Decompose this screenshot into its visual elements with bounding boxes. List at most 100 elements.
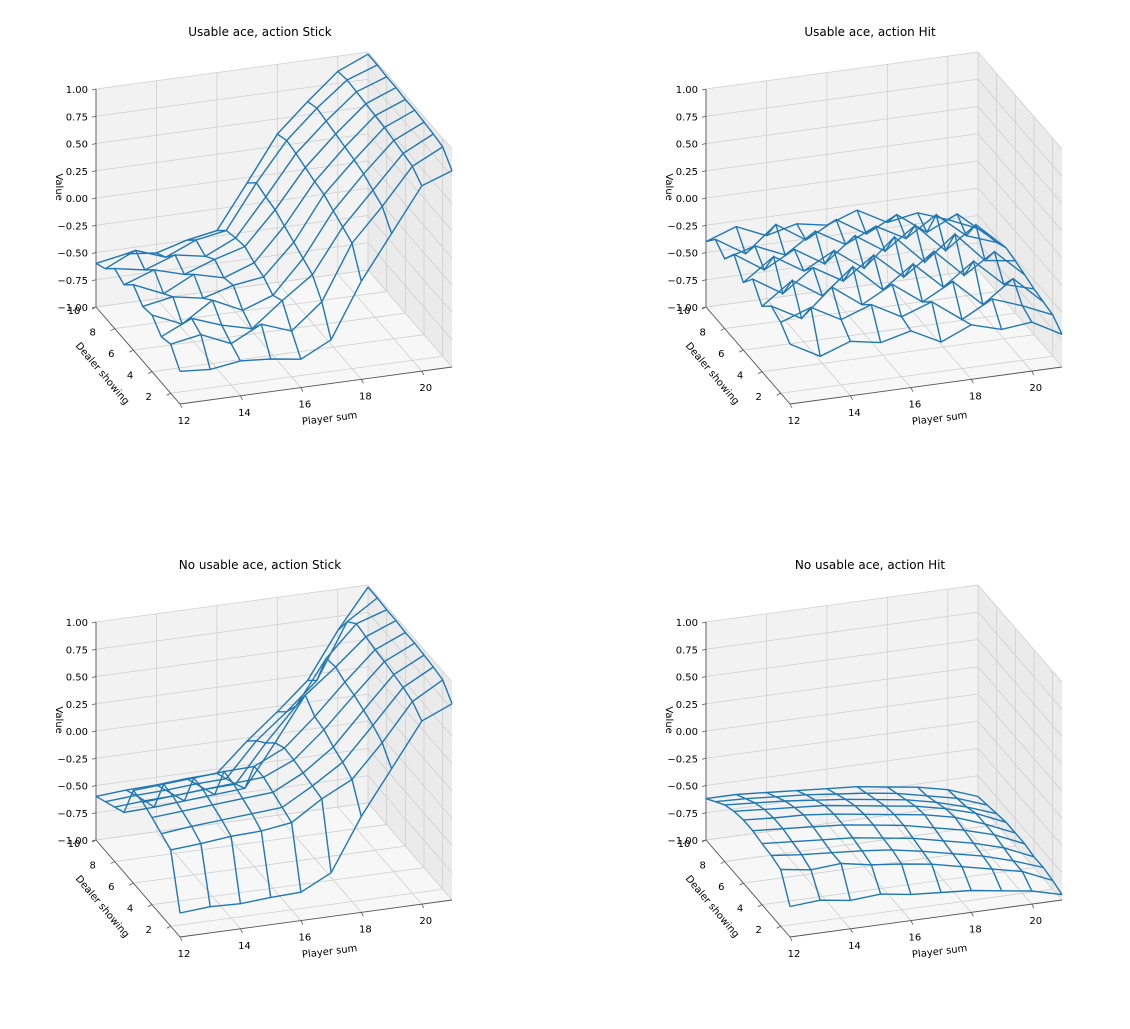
z-tick-label: 0.50	[676, 140, 698, 151]
y-tick-label: 8	[89, 328, 95, 339]
y-tick-label: 2	[145, 392, 151, 403]
x-tick-label: 20	[419, 916, 432, 927]
z-tick-label: 1.00	[66, 618, 88, 629]
x-tick-label: 16	[299, 400, 312, 411]
x-tick-label: 16	[909, 933, 922, 944]
y-tick-label: 6	[718, 349, 724, 360]
wire-col	[947, 212, 1033, 323]
wire-col	[765, 223, 852, 342]
wire-row	[761, 837, 1035, 858]
panel-usable-ace-stick: Usable ace, action Stick 12 14 16 18 20 2 4 6 8 1…	[0, 0, 565, 496]
z-tick-label: −0.75	[57, 809, 88, 820]
chart-title: Usable ace, action Stick	[188, 25, 332, 39]
z-axis-label: Value	[53, 173, 64, 200]
wire-row	[742, 233, 1016, 284]
z-tick-label: −1.00	[57, 303, 88, 314]
x-tick-label: 12	[178, 416, 191, 427]
wire-col	[307, 101, 393, 234]
y-tick-label: 2	[755, 925, 761, 936]
wire-row	[114, 76, 388, 271]
y-axis-label: Dealer showing	[73, 341, 131, 407]
x-tick-label: 14	[238, 941, 251, 952]
wire-col	[186, 770, 272, 898]
wire-row	[724, 213, 997, 260]
wire-row	[170, 679, 444, 851]
wireframe-series	[705, 209, 1063, 358]
z-axis-label: Value	[53, 706, 64, 733]
panel-usable-ace-hit: Usable ace, action Hit 12 14 16 18 20 2 4 6 8 10 1…	[610, 0, 1130, 496]
x-tick-label: 16	[299, 933, 312, 944]
x-tick-label: 14	[848, 941, 861, 952]
chart-axes	[91, 51, 453, 409]
z-tick-label: 0.00	[66, 727, 88, 738]
wire-col	[796, 789, 882, 895]
panel-no-usable-ace-stick: No usable ace, action Stick 12 14 16 18 20 2 4…	[0, 533, 565, 1029]
wireframe-chart: 12 14 16 18 20 2 4 6 8 10 1.00 0.75 0.50 0.25 0.00 −0.2…	[663, 584, 1063, 961]
z-tick-label: −1.00	[667, 836, 698, 847]
wire-col	[856, 209, 942, 343]
y-tick-label: 10	[678, 306, 691, 317]
z-tick-label: 0.50	[66, 140, 88, 151]
wire-row	[789, 889, 1063, 908]
wire-col	[216, 229, 302, 360]
wire-row	[771, 277, 1044, 320]
wire-col	[125, 782, 211, 907]
z-tick-label: −0.25	[667, 221, 698, 232]
wire-col	[705, 797, 791, 907]
wireframe-chart: 12 14 16 18 20 2 4 6 8 10 1.00 0.75 0.50 0.25 0.00 −0.2…	[663, 51, 1063, 428]
wire-col	[95, 262, 181, 372]
wire-row	[752, 824, 1025, 845]
wire-row	[771, 849, 1044, 869]
wire-col	[247, 182, 332, 340]
x-tick-label: 20	[419, 383, 432, 394]
x-tick-label: 18	[969, 391, 982, 402]
wire-row	[761, 260, 1035, 307]
z-tick-label: 0.50	[676, 673, 698, 684]
z-tick-label: −0.50	[667, 782, 698, 793]
chart-title: No usable ace, action Stick	[178, 558, 342, 572]
z-tick-label: 1.00	[66, 85, 88, 96]
wire-row	[705, 209, 979, 243]
wire-row	[789, 321, 1063, 358]
wire-row	[105, 597, 378, 803]
wire-col	[735, 793, 821, 901]
z-tick-label: 0.00	[676, 194, 698, 205]
y-tick-label: 6	[108, 882, 114, 893]
z-axis-label: Value	[663, 706, 674, 733]
x-tick-label: 18	[359, 924, 372, 935]
z-tick-label: 0.75	[676, 645, 698, 656]
z-tick-label: 0.75	[66, 112, 88, 123]
wire-row	[133, 98, 406, 295]
chart-axes	[91, 584, 453, 942]
x-tick-label: 18	[969, 924, 982, 935]
wire-col	[917, 786, 1003, 892]
y-tick-label: 6	[718, 882, 724, 893]
wire-col	[886, 786, 972, 891]
wireframe-chart: 12 14 16 18 20 2 4 6 8 10 1.00 0.75 0.50 0.25 0.00 −0.2…	[53, 584, 453, 961]
wire-col	[367, 586, 453, 705]
wire-row	[142, 109, 416, 308]
y-tick-label: 2	[145, 925, 151, 936]
z-tick-label: −1.00	[667, 303, 698, 314]
z-tick-label: −0.75	[667, 809, 698, 820]
wire-col	[277, 693, 362, 817]
wire-col	[947, 789, 1033, 892]
y-tick-label: 10	[678, 839, 691, 850]
z-tick-label: −1.00	[57, 836, 88, 847]
x-axis-label: Player sum	[301, 410, 358, 428]
wire-row	[714, 213, 988, 255]
z-tick-label: −0.50	[57, 782, 88, 793]
z-tick-label: 1.00	[676, 85, 698, 96]
wire-col	[186, 239, 272, 360]
wire-col	[337, 70, 423, 187]
y-tick-label: 4	[737, 371, 743, 382]
wire-row	[95, 586, 369, 798]
z-tick-label: −0.50	[57, 249, 88, 260]
wire-col	[826, 218, 912, 332]
z-tick-label: 0.00	[66, 194, 88, 205]
wire-col	[766, 791, 852, 901]
panel-no-usable-ace-hit: No usable ace, action Hit 12 14 16 18 20 2 4 6 8…	[610, 533, 1130, 1029]
wire-row	[733, 223, 1007, 271]
wire-col	[856, 786, 942, 893]
z-tick-label: −0.25	[57, 754, 88, 765]
